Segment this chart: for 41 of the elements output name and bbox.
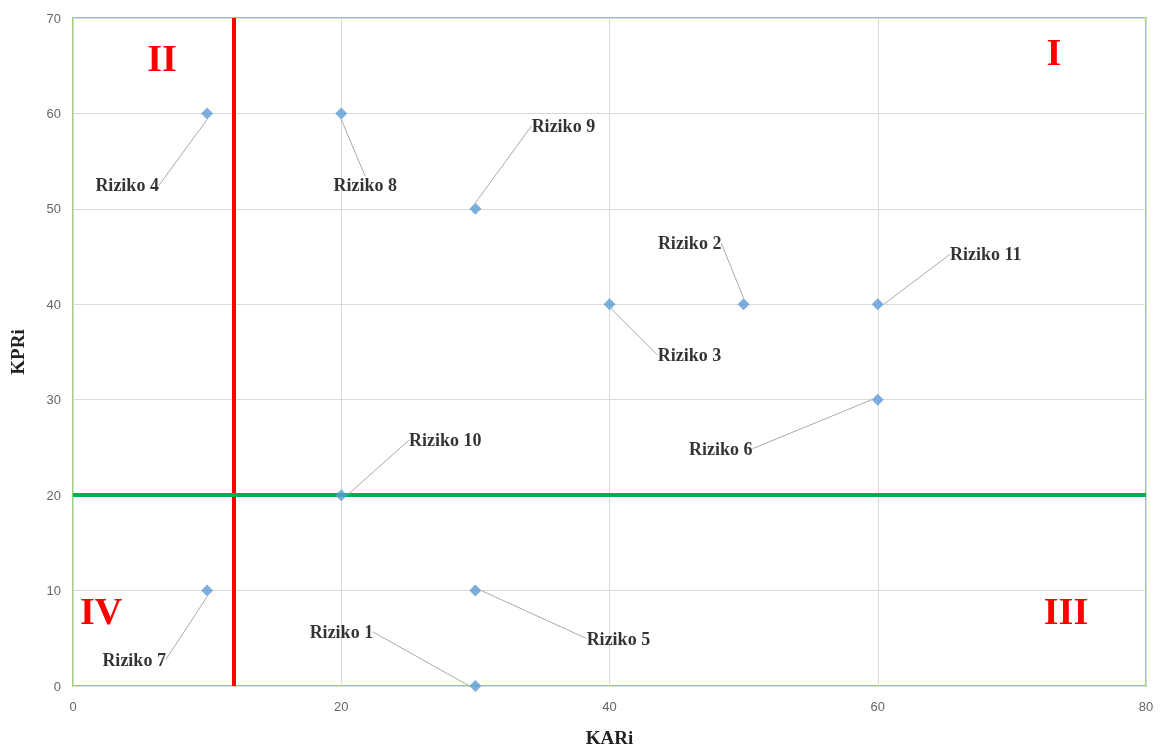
- annotation: Riziko 9: [531, 115, 596, 136]
- annotation: II: [147, 37, 177, 79]
- annotation: I: [1046, 31, 1062, 73]
- annotation: Riziko 1: [309, 622, 374, 642]
- annotation: IV: [79, 590, 123, 632]
- point: [737, 298, 750, 311]
- point: [871, 393, 884, 406]
- point: [335, 489, 348, 502]
- annotation: Riziko 7: [102, 649, 166, 670]
- annotation: Riziko 10: [408, 430, 482, 451]
- point: [469, 680, 482, 692]
- y-tick-label: 40: [46, 296, 61, 312]
- point: [469, 202, 482, 215]
- annotation: III: [1043, 590, 1089, 632]
- annotation: Riziko 5: [586, 628, 651, 649]
- point: [201, 107, 214, 120]
- annotation: Riziko 6: [688, 438, 753, 459]
- y-tick-label: 60: [46, 105, 61, 121]
- annotation: Riziko 8: [333, 175, 398, 196]
- x-tick-label: 0: [69, 699, 77, 714]
- annotation: Riziko 4: [95, 175, 159, 196]
- y-tick-label: 20: [46, 487, 61, 503]
- y-tick-label: 70: [46, 10, 61, 26]
- point: [871, 298, 884, 311]
- x-tick-label: 80: [1138, 699, 1154, 714]
- y-tick-label: 30: [46, 392, 61, 408]
- x-axis-title: KARi: [585, 727, 634, 748]
- x-tick-label: 20: [334, 699, 349, 714]
- y-axis-title: KPRi: [7, 329, 28, 375]
- point: [469, 584, 482, 597]
- point: [335, 107, 348, 120]
- y-tick-label: 10: [46, 583, 61, 599]
- annotation: Riziko 3: [657, 345, 722, 366]
- x-tick-label: 60: [870, 699, 885, 714]
- point: [603, 298, 616, 311]
- point: [201, 584, 214, 597]
- y-tick-label: 50: [46, 201, 61, 217]
- annotation: Riziko 11: [949, 244, 1022, 265]
- x-tick-label: 40: [602, 699, 617, 714]
- annotation: Riziko 2: [657, 233, 722, 254]
- y-tick-label: 0: [53, 678, 61, 694]
